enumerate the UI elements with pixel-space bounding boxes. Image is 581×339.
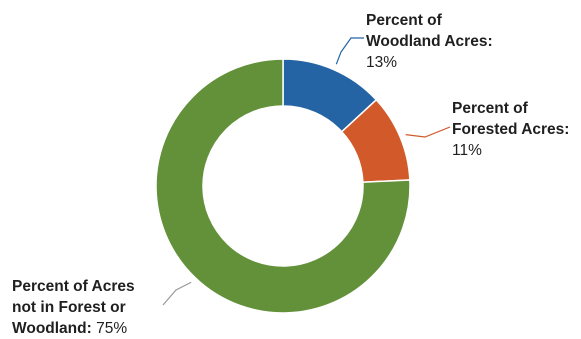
woodland-label-line1: Percent of — [366, 12, 442, 29]
forested-value: 11% — [452, 142, 482, 159]
other-label-line1: Percent of Acres — [12, 278, 135, 295]
forested-leader-line — [405, 126, 451, 138]
other-land-slice — [155, 58, 411, 314]
woodland-leader-line — [335, 37, 364, 65]
other-land-leader-line — [162, 281, 192, 306]
other-label-line3: Woodland — [12, 320, 87, 337]
other-label-line2: not in Forest or — [12, 299, 126, 316]
other-land-label: Percent of Acres not in Forest or Woodla… — [12, 276, 135, 339]
other-value: 75% — [91, 320, 128, 337]
woodland-value: 13% — [366, 54, 398, 71]
forested-label-suffix: : — [564, 121, 570, 138]
forested-label: Percent of Forested Acres: 11% — [452, 98, 569, 161]
other-label-suffix: : — [86, 320, 92, 337]
forested-label-line1: Percent of — [452, 100, 528, 117]
woodland-label-line2: Woodland Acres — [366, 33, 488, 50]
woodland-label: Percent of Woodland Acres: 13% — [366, 10, 493, 73]
forested-label-line2: Forested Acres — [452, 121, 565, 138]
woodland-label-suffix: : — [487, 33, 493, 50]
